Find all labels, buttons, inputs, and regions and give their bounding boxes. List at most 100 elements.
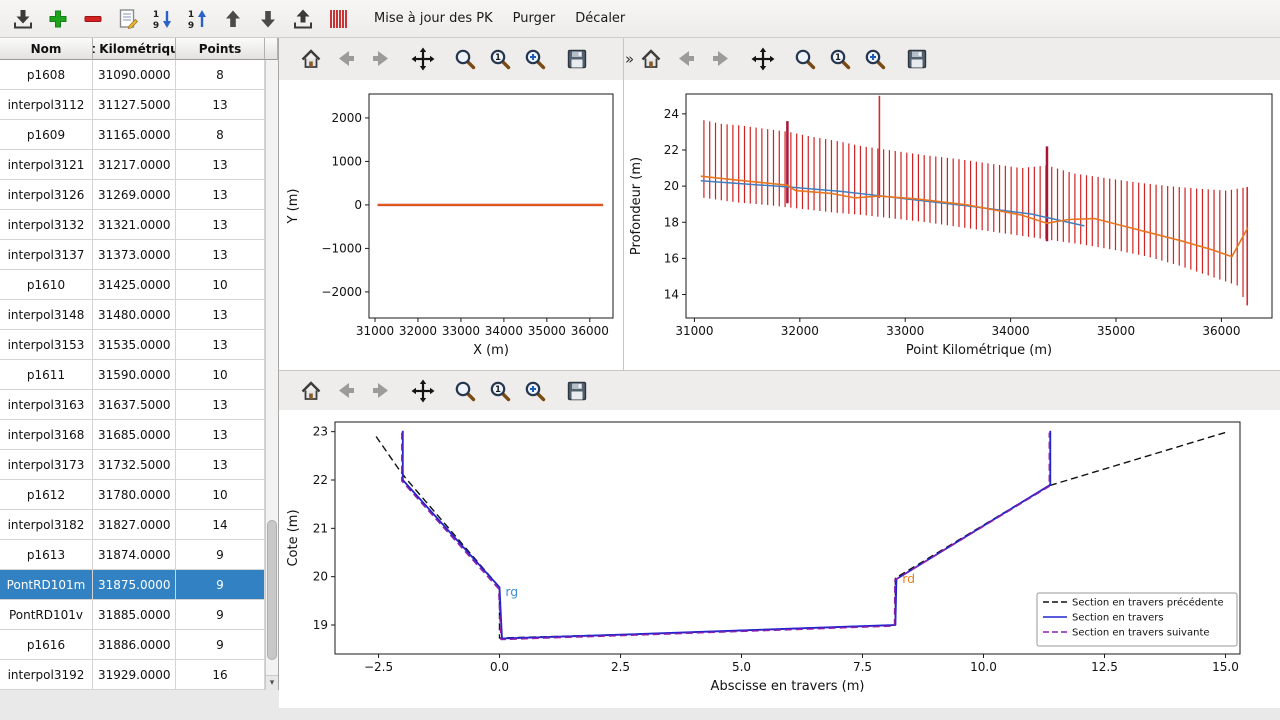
table-row[interactable]: interpol3137 31373.0000 13 <box>0 240 265 270</box>
cell-points: 13 <box>176 90 265 119</box>
zoom-plus-icon[interactable] <box>862 46 888 72</box>
zoom-plus-icon[interactable] <box>522 46 548 72</box>
svg-text:34000: 34000 <box>485 324 523 338</box>
svg-text:14: 14 <box>664 288 679 302</box>
table-header: Nom t Kilométriqu Points <box>0 38 278 60</box>
table-row[interactable]: p1611 31590.0000 10 <box>0 360 265 390</box>
cell-pk: 31590.0000 <box>93 360 176 389</box>
back-icon[interactable] <box>333 46 359 72</box>
zoom-plus-icon[interactable] <box>522 378 548 404</box>
save-icon[interactable] <box>904 46 930 72</box>
table-row[interactable]: interpol3173 31732.5000 13 <box>0 450 265 480</box>
table-row[interactable]: p1613 31874.0000 9 <box>0 540 265 570</box>
cell-pk: 31929.0000 <box>93 660 176 689</box>
svg-text:21: 21 <box>313 521 328 535</box>
zoom-one-icon[interactable]: 1 <box>827 46 853 72</box>
column-header-nom[interactable]: Nom <box>0 38 93 60</box>
svg-text:−2000: −2000 <box>321 285 362 299</box>
table-row[interactable]: interpol3163 31637.5000 13 <box>0 390 265 420</box>
table-row[interactable]: interpol3126 31269.0000 13 <box>0 180 265 210</box>
table-row[interactable]: interpol3153 31535.0000 13 <box>0 330 265 360</box>
home-icon[interactable] <box>638 46 664 72</box>
table-row[interactable]: interpol3192 31929.0000 16 <box>0 660 265 690</box>
edit-icon[interactable] <box>115 6 141 32</box>
plots-divider-horizontal <box>279 370 1280 371</box>
cell-points: 13 <box>176 390 265 419</box>
cross-section-plot[interactable]: −2.5 0.0 2.5 5.0 7.5 10.0 12.5 15.0 19 20 21 22 23 Ab… <box>283 412 1280 708</box>
cell-nom: interpol3148 <box>0 300 93 329</box>
pan-icon[interactable] <box>410 378 436 404</box>
table-row[interactable]: p1610 31425.0000 10 <box>0 270 265 300</box>
cross-sections-panel: Nom t Kilométriqu Points p1608 31090.0000… <box>0 38 279 690</box>
table-row[interactable]: PontRD101v 31885.0000 9 <box>0 600 265 630</box>
back-icon[interactable] <box>673 46 699 72</box>
cell-pk: 31480.0000 <box>93 300 176 329</box>
plan-view-plot[interactable]: 31000 32000 33000 34000 35000 36000 −2000 −1000… <box>283 82 623 370</box>
table-row[interactable]: PontRD101m 31875.0000 9 <box>0 570 265 600</box>
table-row[interactable]: interpol3121 31217.0000 13 <box>0 150 265 180</box>
cell-nom: PontRD101m <box>0 570 93 599</box>
cell-pk: 31269.0000 <box>93 180 176 209</box>
table-row[interactable]: interpol3182 31827.0000 14 <box>0 510 265 540</box>
pan-icon[interactable] <box>750 46 776 72</box>
import-icon[interactable] <box>10 6 36 32</box>
save-icon[interactable] <box>564 46 590 72</box>
cell-points: 9 <box>176 630 265 659</box>
x-axis-label: Point Kilométrique (m) <box>906 343 1052 358</box>
cell-points: 13 <box>176 450 265 479</box>
move-down-icon[interactable] <box>255 6 281 32</box>
cell-nom: PontRD101v <box>0 600 93 629</box>
purge-button[interactable]: Purger <box>504 6 565 31</box>
svg-text:18: 18 <box>664 215 679 229</box>
pk-stripes-icon[interactable] <box>325 6 351 32</box>
svg-text:31000: 31000 <box>356 324 394 338</box>
remove-icon[interactable] <box>80 6 106 32</box>
scrollbar-thumb[interactable] <box>267 520 277 660</box>
svg-text:2000: 2000 <box>331 111 362 125</box>
forward-icon[interactable] <box>368 378 394 404</box>
cell-points: 13 <box>176 210 265 239</box>
column-header-points[interactable]: Points <box>176 38 265 60</box>
table-row[interactable]: interpol3132 31321.0000 13 <box>0 210 265 240</box>
svg-text:24: 24 <box>664 107 679 121</box>
column-header-pk[interactable]: t Kilométriqu <box>93 38 176 60</box>
home-icon[interactable] <box>298 378 324 404</box>
scrollbar-down-button[interactable]: ▾ <box>266 675 278 690</box>
export-icon[interactable] <box>290 6 316 32</box>
move-up-icon[interactable] <box>220 6 246 32</box>
table-row[interactable]: interpol3148 31480.0000 13 <box>0 300 265 330</box>
y-axis-label: Profondeur (m) <box>629 157 644 255</box>
svg-text:20: 20 <box>313 570 328 584</box>
table-row[interactable]: interpol3112 31127.5000 13 <box>0 90 265 120</box>
shift-button[interactable]: Décaler <box>566 6 634 31</box>
zoom-one-icon[interactable]: 1 <box>487 46 513 72</box>
forward-icon[interactable] <box>368 46 394 72</box>
cell-points: 13 <box>176 240 265 269</box>
forward-icon[interactable] <box>708 46 734 72</box>
add-icon[interactable] <box>45 6 71 32</box>
save-icon[interactable] <box>564 378 590 404</box>
svg-text:32000: 32000 <box>781 324 819 338</box>
table-row[interactable]: p1616 31886.0000 9 <box>0 630 265 660</box>
svg-text:34000: 34000 <box>992 324 1030 338</box>
cell-points: 13 <box>176 180 265 209</box>
zoom-icon[interactable] <box>452 378 478 404</box>
table-scrollbar[interactable]: ▾ <box>265 60 278 690</box>
update-pk-button[interactable]: Mise à jour des PK <box>365 6 502 31</box>
longitudinal-profile-plot[interactable]: 31000 32000 33000 34000 35000 36000 14 16 18 20 22… <box>626 82 1280 370</box>
zoom-icon[interactable] <box>792 46 818 72</box>
table-row[interactable]: p1612 31780.0000 10 <box>0 480 265 510</box>
zoom-one-icon[interactable]: 1 <box>487 378 513 404</box>
toolbar-overflow-chevron[interactable]: » <box>625 50 635 68</box>
zoom-icon[interactable] <box>452 46 478 72</box>
table-row[interactable]: interpol3168 31685.0000 13 <box>0 420 265 450</box>
home-icon[interactable] <box>298 46 324 72</box>
back-icon[interactable] <box>333 378 359 404</box>
cell-pk: 31425.0000 <box>93 270 176 299</box>
cell-nom: p1609 <box>0 120 93 149</box>
table-row[interactable]: p1608 31090.0000 8 <box>0 60 265 90</box>
pan-icon[interactable] <box>410 46 436 72</box>
table-row[interactable]: p1609 31165.0000 8 <box>0 120 265 150</box>
